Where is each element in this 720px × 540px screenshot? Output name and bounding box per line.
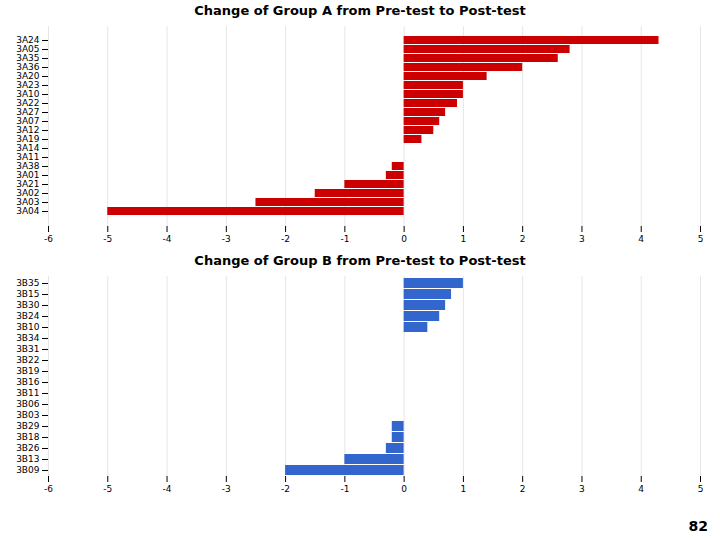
svg-text:3A35: 3A35 <box>16 53 40 64</box>
svg-text:3B34: 3B34 <box>16 333 40 343</box>
svg-text:3A19: 3A19 <box>16 134 40 145</box>
svg-text:3A27: 3A27 <box>16 107 40 118</box>
svg-text:5: 5 <box>698 234 704 244</box>
svg-text:3A22: 3A22 <box>16 98 40 109</box>
svg-text:5: 5 <box>698 484 704 494</box>
svg-text:1: 1 <box>461 234 467 244</box>
svg-text:3B11: 3B11 <box>16 388 39 398</box>
svg-text:-2: -2 <box>281 484 290 494</box>
svg-text:3A01: 3A01 <box>16 170 40 181</box>
svg-text:3B35: 3B35 <box>16 278 39 288</box>
svg-text:3B10: 3B10 <box>16 322 40 332</box>
svg-text:3B22: 3B22 <box>16 355 39 365</box>
svg-text:2: 2 <box>520 484 526 494</box>
svg-text:-6: -6 <box>44 484 53 494</box>
svg-text:3B06: 3B06 <box>16 399 40 409</box>
svg-text:3A07: 3A07 <box>16 116 40 127</box>
svg-text:3A12: 3A12 <box>16 125 40 136</box>
svg-text:3A21: 3A21 <box>16 179 40 190</box>
svg-text:3B09: 3B09 <box>16 465 40 475</box>
svg-text:3B30: 3B30 <box>16 300 40 310</box>
html-text:Change of Group B from Pre-tes: Change of Group B from Pre-test to Post-… <box>194 253 526 268</box>
svg-text:4: 4 <box>638 234 644 244</box>
html-text:Change of Group A from Pre-tes: Change of Group A from Pre-test to Post-… <box>194 3 526 18</box>
svg-text:3B18: 3B18 <box>16 432 40 442</box>
svg-text:3B19: 3B19 <box>16 366 40 376</box>
svg-text:3B16: 3B16 <box>16 377 40 387</box>
svg-text:3B29: 3B29 <box>16 421 40 431</box>
svg-text:3A36: 3A36 <box>16 62 40 73</box>
svg-text:3A03: 3A03 <box>16 197 40 208</box>
svg-text:3A20: 3A20 <box>16 71 40 82</box>
svg-text:3A24: 3A24 <box>16 35 40 46</box>
svg-text:3B31: 3B31 <box>16 344 39 354</box>
svg-text:-3: -3 <box>222 484 231 494</box>
svg-text:3A02: 3A02 <box>16 188 40 199</box>
svg-text:-4: -4 <box>163 234 172 244</box>
svg-text:3A38: 3A38 <box>16 161 40 172</box>
svg-text:-6: -6 <box>44 234 53 244</box>
svg-text:3B24: 3B24 <box>16 311 40 321</box>
svg-text:0: 0 <box>401 484 407 494</box>
svg-text:3B13: 3B13 <box>16 454 39 464</box>
svg-text:-1: -1 <box>340 484 349 494</box>
svg-text:3B15: 3B15 <box>16 289 39 299</box>
svg-text:-1: -1 <box>340 234 349 244</box>
svg-text:-5: -5 <box>103 484 112 494</box>
svg-text:3B26: 3B26 <box>16 443 40 453</box>
svg-text:3A04: 3A04 <box>16 206 40 216</box>
svg-text:3A23: 3A23 <box>16 80 40 91</box>
svg-text:4: 4 <box>638 484 644 494</box>
svg-text:-2: -2 <box>281 234 290 244</box>
svg-text:-5: -5 <box>103 234 112 244</box>
svg-text:0: 0 <box>401 234 407 244</box>
svg-text:3A14: 3A14 <box>16 143 40 154</box>
svg-text:2: 2 <box>520 234 526 244</box>
svg-text:3A11: 3A11 <box>16 152 40 163</box>
svg-text:3: 3 <box>579 234 585 244</box>
svg-text:3A05: 3A05 <box>16 44 40 55</box>
svg-text:-3: -3 <box>222 234 231 244</box>
svg-text:-4: -4 <box>163 484 172 494</box>
svg-text:1: 1 <box>461 484 467 494</box>
html-text:82: 82 <box>688 518 708 534</box>
svg-text:3: 3 <box>579 484 585 494</box>
svg-text:3A10: 3A10 <box>16 89 40 100</box>
svg-text:3B03: 3B03 <box>16 410 39 420</box>
